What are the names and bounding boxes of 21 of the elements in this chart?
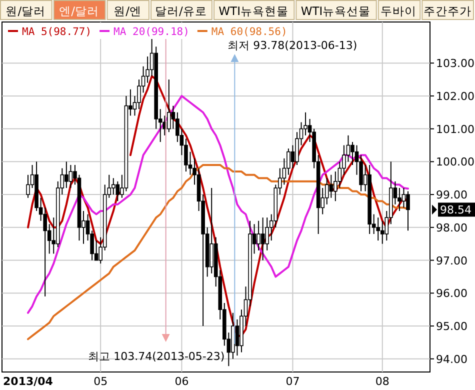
x-tick-label: 06 (174, 375, 189, 388)
y-tick-label: 99.00 (436, 188, 468, 202)
x-tick-label: 07 (286, 375, 300, 388)
y-tick-label: 95.00 (436, 320, 468, 333)
y-tick-label: 94.00 (436, 352, 468, 366)
x-tick-label: 2013/04 (3, 375, 54, 388)
legend-label: MA 5(98.77) (22, 26, 92, 38)
y-tick-label: 96.00 (436, 287, 468, 300)
legend-label: MA 20(99.18) (114, 26, 190, 38)
x-tick-label: 05 (94, 375, 108, 388)
y-tick-label: 101.00 (436, 122, 474, 136)
y-tick-label: 98.00 (436, 221, 468, 234)
y-tick-label: 103.00 (436, 57, 474, 70)
tabs: 원/달러 엔/달러 원/엔 달러/유로 WTI뉴욕현물 WTI뉴욕선물 두바이 주간주가 (0, 0, 474, 20)
y-tick-label: 102.00 (436, 90, 474, 103)
annotation: 최저 93.78(2013-06-13) (228, 39, 358, 52)
x-tick-label: 08 (375, 375, 390, 388)
legend-label: MA 60(98.56) (211, 26, 288, 38)
annotation: 최고 103.74(2013-05-23) (88, 350, 225, 363)
y-tick-label: 97.00 (436, 254, 468, 268)
y-tick-label: 100.00 (436, 156, 474, 169)
